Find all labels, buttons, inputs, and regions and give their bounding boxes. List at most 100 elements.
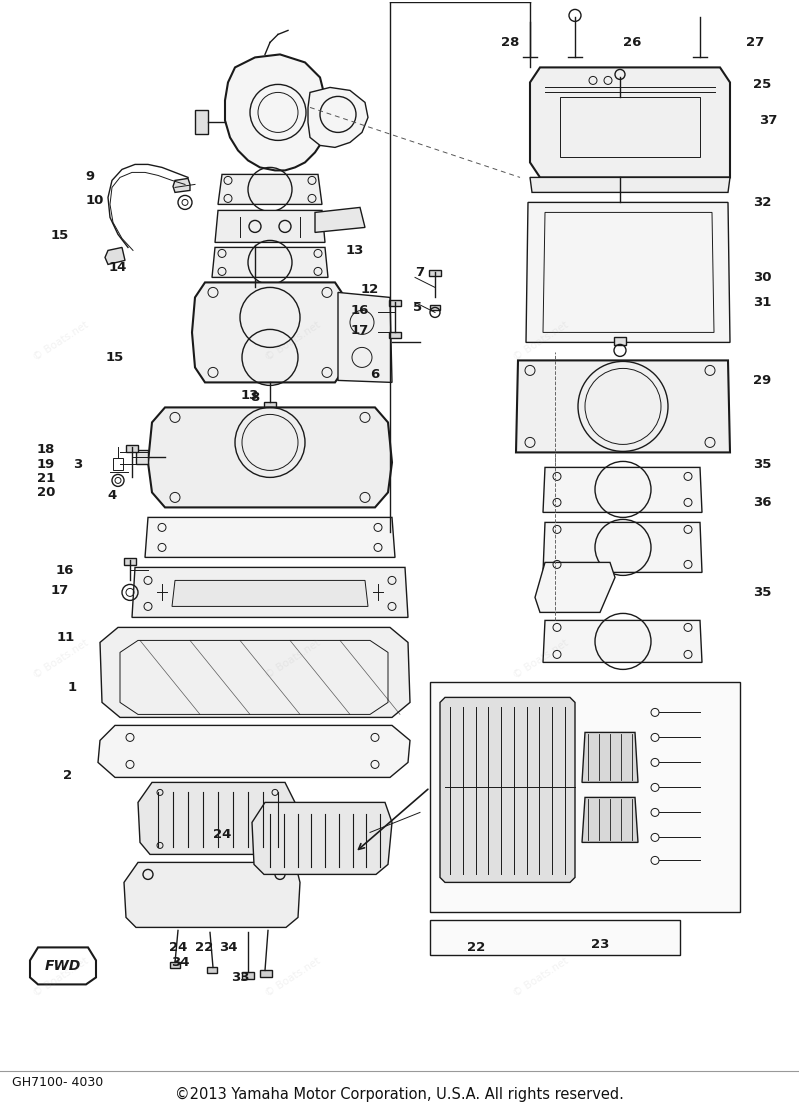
Bar bbox=[429, 271, 441, 277]
Polygon shape bbox=[440, 697, 575, 882]
Text: 35: 35 bbox=[753, 458, 771, 471]
Bar bbox=[430, 920, 680, 956]
Text: 2: 2 bbox=[63, 769, 73, 782]
Text: 15: 15 bbox=[51, 229, 70, 242]
Bar bbox=[207, 968, 217, 973]
Text: 11: 11 bbox=[57, 631, 75, 644]
Text: 28: 28 bbox=[501, 36, 519, 49]
Polygon shape bbox=[138, 783, 295, 854]
Text: 25: 25 bbox=[753, 78, 771, 91]
Polygon shape bbox=[535, 562, 615, 612]
Text: 20: 20 bbox=[37, 486, 55, 498]
Polygon shape bbox=[98, 726, 410, 777]
Text: © Boats.net: © Boats.net bbox=[264, 956, 322, 999]
Text: 10: 10 bbox=[85, 194, 104, 207]
Polygon shape bbox=[148, 407, 392, 507]
Text: FWD: FWD bbox=[45, 959, 81, 973]
Polygon shape bbox=[338, 292, 392, 382]
Bar bbox=[614, 338, 626, 346]
Text: © Boats.net: © Boats.net bbox=[511, 320, 570, 362]
Polygon shape bbox=[543, 467, 702, 513]
Text: 7: 7 bbox=[415, 265, 424, 279]
Polygon shape bbox=[582, 733, 638, 783]
Bar bbox=[389, 332, 401, 339]
Text: 24: 24 bbox=[169, 941, 187, 954]
Text: 17: 17 bbox=[51, 584, 70, 597]
Text: © Boats.net: © Boats.net bbox=[32, 956, 90, 999]
Text: 32: 32 bbox=[753, 196, 771, 209]
Bar bbox=[113, 458, 123, 471]
Text: 33: 33 bbox=[231, 971, 249, 983]
Text: 8: 8 bbox=[250, 391, 260, 404]
Text: © Boats.net: © Boats.net bbox=[32, 638, 90, 681]
Polygon shape bbox=[225, 55, 330, 171]
Bar bbox=[250, 288, 260, 293]
Text: 3: 3 bbox=[74, 458, 82, 471]
Bar bbox=[242, 972, 254, 979]
Bar bbox=[260, 970, 272, 978]
Bar bbox=[389, 300, 401, 307]
Text: © Boats.net: © Boats.net bbox=[264, 638, 322, 681]
Text: © Boats.net: © Boats.net bbox=[32, 320, 90, 362]
Text: 16: 16 bbox=[351, 304, 369, 317]
Polygon shape bbox=[530, 67, 730, 177]
Text: 35: 35 bbox=[753, 585, 771, 599]
Polygon shape bbox=[124, 862, 300, 928]
Text: 24: 24 bbox=[213, 828, 231, 841]
Text: 34: 34 bbox=[219, 941, 237, 954]
Text: © Boats.net: © Boats.net bbox=[264, 320, 322, 362]
Text: 31: 31 bbox=[753, 295, 771, 309]
Text: 18: 18 bbox=[37, 443, 55, 456]
Polygon shape bbox=[516, 360, 730, 453]
Text: GH7100- 4030: GH7100- 4030 bbox=[12, 1076, 103, 1089]
Text: 22: 22 bbox=[195, 941, 213, 954]
Polygon shape bbox=[530, 177, 730, 193]
Bar bbox=[264, 403, 276, 409]
Polygon shape bbox=[100, 628, 410, 717]
Text: 15: 15 bbox=[106, 351, 124, 363]
Bar bbox=[430, 682, 740, 912]
Text: 13: 13 bbox=[240, 389, 259, 401]
Text: 1: 1 bbox=[67, 681, 77, 694]
Polygon shape bbox=[543, 523, 702, 572]
Polygon shape bbox=[173, 178, 190, 193]
Text: 16: 16 bbox=[56, 564, 74, 576]
Text: 26: 26 bbox=[622, 36, 641, 49]
Polygon shape bbox=[132, 568, 408, 618]
Text: 37: 37 bbox=[759, 114, 777, 127]
Text: ©2013 Yamaha Motor Corporation, U.S.A. All rights reserved.: ©2013 Yamaha Motor Corporation, U.S.A. A… bbox=[175, 1087, 624, 1103]
Polygon shape bbox=[145, 517, 395, 558]
Text: 17: 17 bbox=[351, 324, 369, 337]
Text: 6: 6 bbox=[371, 368, 380, 381]
Text: © Boats.net: © Boats.net bbox=[511, 956, 570, 999]
Text: 19: 19 bbox=[37, 458, 55, 471]
Text: 12: 12 bbox=[361, 283, 379, 295]
Bar bbox=[170, 962, 180, 969]
Text: 27: 27 bbox=[746, 36, 764, 49]
Polygon shape bbox=[195, 110, 208, 135]
Polygon shape bbox=[526, 203, 730, 342]
Polygon shape bbox=[252, 803, 392, 874]
Bar bbox=[560, 97, 700, 157]
Text: 21: 21 bbox=[37, 472, 55, 485]
Bar bbox=[430, 306, 440, 310]
Text: 5: 5 bbox=[413, 301, 423, 314]
Polygon shape bbox=[215, 211, 325, 242]
Polygon shape bbox=[582, 797, 638, 843]
Text: 30: 30 bbox=[753, 271, 771, 284]
Text: 9: 9 bbox=[85, 169, 94, 183]
Text: 29: 29 bbox=[753, 374, 771, 387]
Polygon shape bbox=[212, 248, 328, 278]
Bar bbox=[124, 559, 136, 565]
Polygon shape bbox=[105, 248, 125, 264]
Polygon shape bbox=[543, 620, 702, 662]
Polygon shape bbox=[172, 581, 368, 607]
Polygon shape bbox=[308, 87, 368, 147]
Text: 14: 14 bbox=[109, 261, 127, 274]
Polygon shape bbox=[192, 282, 348, 382]
Text: © Boats.net: © Boats.net bbox=[511, 638, 570, 681]
Text: 22: 22 bbox=[467, 941, 485, 954]
Text: 4: 4 bbox=[107, 488, 117, 502]
Text: 23: 23 bbox=[590, 938, 609, 951]
Text: 13: 13 bbox=[346, 244, 364, 256]
